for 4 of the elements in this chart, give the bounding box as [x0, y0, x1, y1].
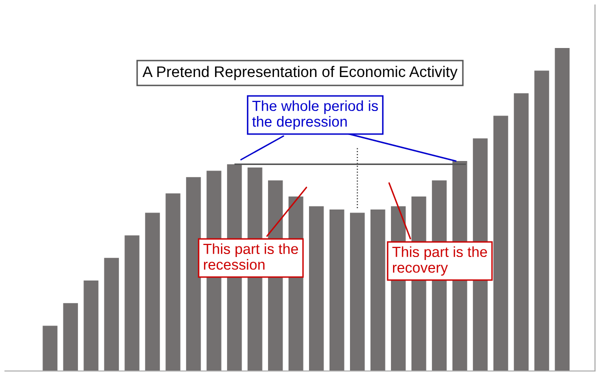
annotation: This part is the recession: [203, 243, 298, 270]
annotation: The whole period is the depression: [252, 100, 378, 130]
annotation: This part is the recovery: [392, 246, 487, 276]
text: A Pretend Representation of Economic Activity: [142, 66, 458, 80]
